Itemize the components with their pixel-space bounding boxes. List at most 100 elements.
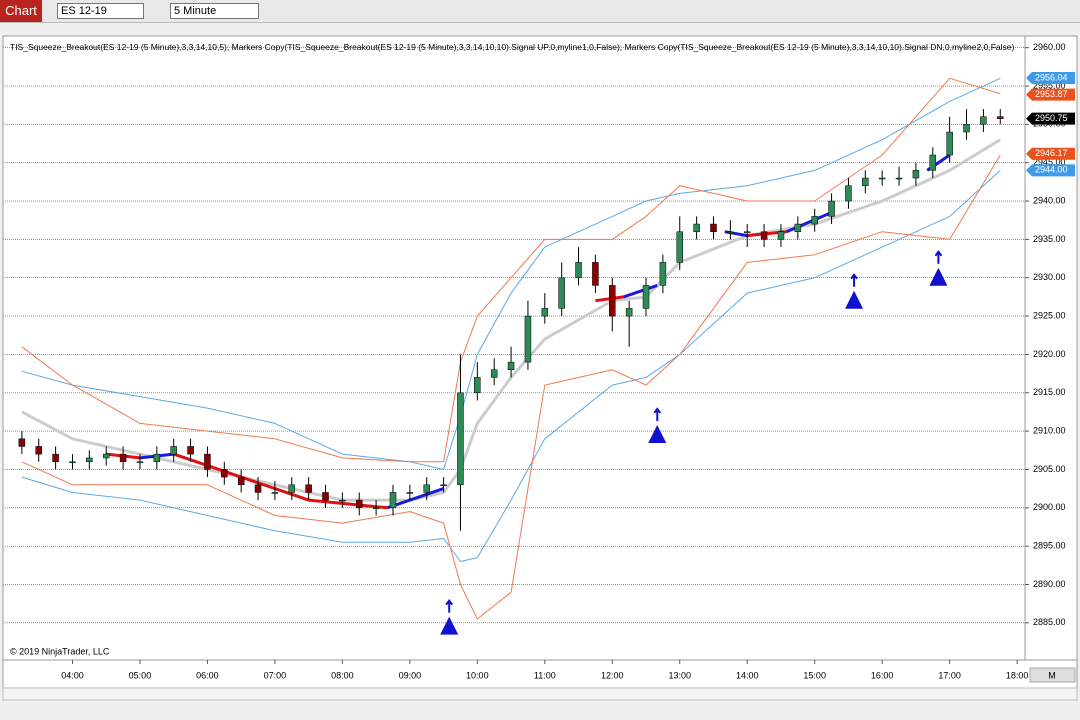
- candle-body: [457, 392, 464, 486]
- indicator-label: TIS_Squeeze_Breakout(ES 12-19 (5 Minute)…: [10, 42, 1015, 52]
- candle-body: [575, 262, 582, 278]
- candle-body: [727, 231, 734, 233]
- candle-body: [743, 231, 751, 233]
- candle-body: [187, 446, 194, 455]
- candle-body: [625, 308, 633, 317]
- candle-body: [406, 492, 414, 494]
- x-tick-label: 10:00: [466, 670, 489, 680]
- app-label[interactable]: Chart: [0, 0, 42, 22]
- price-marker-label: 2953.87: [1035, 89, 1068, 99]
- y-tick-label: 2920.00: [1033, 349, 1066, 359]
- y-tick-label: 2925.00: [1033, 310, 1066, 320]
- candle-body: [305, 484, 312, 493]
- candle-body: [372, 507, 380, 510]
- candle-body: [153, 453, 161, 463]
- chart-panel: [2, 35, 1078, 689]
- y-tick-label: 2930.00: [1033, 272, 1066, 282]
- toolbar: Chart ES 12-19 5 Minute: [0, 0, 1080, 23]
- price-marker-label: 2946.17: [1035, 148, 1068, 158]
- x-tick-label: 11:00: [534, 670, 556, 680]
- candle-body: [541, 308, 549, 317]
- price-marker: [1026, 164, 1075, 177]
- interval-select[interactable]: 5 Minute: [170, 3, 259, 19]
- candle-body: [170, 446, 177, 455]
- candle-body: [828, 200, 835, 217]
- x-tick-label: 18:00: [1006, 670, 1029, 680]
- candle-body: [389, 492, 397, 509]
- signal-arrow: [934, 250, 943, 264]
- candle-body: [845, 185, 852, 202]
- candle-body: [102, 453, 110, 459]
- candle-body: [963, 124, 970, 133]
- y-tick-label: 2900.00: [1033, 502, 1066, 512]
- x-tick-label: 04:00: [61, 670, 84, 680]
- candle-body: [322, 492, 329, 501]
- candle-body: [254, 484, 262, 493]
- instrument-select[interactable]: ES 12-19: [57, 3, 144, 19]
- indicator-line: [21, 170, 1001, 562]
- x-tick-label: 12:00: [601, 670, 624, 680]
- candle-body: [592, 262, 599, 286]
- signal-marker: [845, 290, 864, 309]
- y-tick-label: 2960.00: [1033, 42, 1066, 52]
- y-tick-label: 2935.00: [1033, 234, 1066, 244]
- x-tick-label: 14:00: [736, 670, 759, 680]
- x-tick-label: 07:00: [264, 670, 287, 680]
- candle-body: [862, 177, 869, 186]
- price-marker: [1026, 112, 1075, 125]
- signal-marker: [929, 267, 948, 286]
- y-tick-label: 2955.00: [1033, 80, 1066, 90]
- candle-body: [18, 438, 26, 447]
- signal-marker: [440, 616, 459, 635]
- y-tick-label: 2905.00: [1033, 464, 1066, 474]
- candle-body: [204, 453, 211, 470]
- candle-body: [929, 154, 937, 171]
- candle-body: [609, 285, 616, 317]
- signal-arrow: [445, 598, 454, 613]
- candle-body: [271, 492, 279, 494]
- x-tick-label: 13:00: [668, 670, 691, 680]
- candle-body: [490, 369, 498, 378]
- candle-body: [355, 499, 363, 509]
- candle-body: [895, 177, 903, 180]
- x-tick-label: 08:00: [331, 670, 354, 680]
- candle-body: [119, 453, 127, 463]
- candle-body: [507, 361, 515, 371]
- signal-arrow: [653, 407, 662, 421]
- candle-body: [980, 116, 987, 125]
- x-tick-label: 06:00: [196, 670, 219, 680]
- x-tick-label: 15:00: [803, 670, 826, 680]
- candle-body: [642, 285, 650, 309]
- plot: [5, 47, 1025, 635]
- price-marker-label: 2950.75: [1035, 113, 1068, 123]
- candle-body: [69, 461, 76, 464]
- nav-label[interactable]: M: [1048, 670, 1056, 680]
- candle-body: [524, 315, 532, 363]
- scrollbar[interactable]: [2, 687, 1078, 701]
- price-marker-label: 2956.04: [1035, 72, 1068, 82]
- candle-body: [440, 484, 447, 487]
- candle-body: [237, 476, 245, 486]
- candle-body: [912, 170, 920, 179]
- price-marker: [1026, 72, 1075, 85]
- price-marker-label: 2944.00: [1035, 165, 1068, 175]
- indicator-line: [21, 77, 1001, 470]
- candle-body: [86, 457, 93, 463]
- x-tick-label: 16:00: [871, 670, 894, 680]
- indicator-line: [21, 77, 1001, 463]
- candle-body: [221, 469, 228, 478]
- candle-body: [878, 177, 886, 180]
- price-marker: [1026, 88, 1075, 101]
- candle-body: [997, 116, 1004, 119]
- y-tick-label: 2945.00: [1033, 157, 1066, 167]
- nav-buttons[interactable]: [1029, 667, 1076, 683]
- y-tick-label: 2910.00: [1033, 425, 1066, 435]
- candle-body: [811, 216, 818, 225]
- candle-body: [760, 231, 768, 240]
- candle-body: [676, 231, 684, 263]
- indicator-line: [21, 154, 1001, 620]
- candle-body: [946, 131, 953, 156]
- candle-body: [339, 499, 346, 502]
- candle-body: [659, 262, 667, 286]
